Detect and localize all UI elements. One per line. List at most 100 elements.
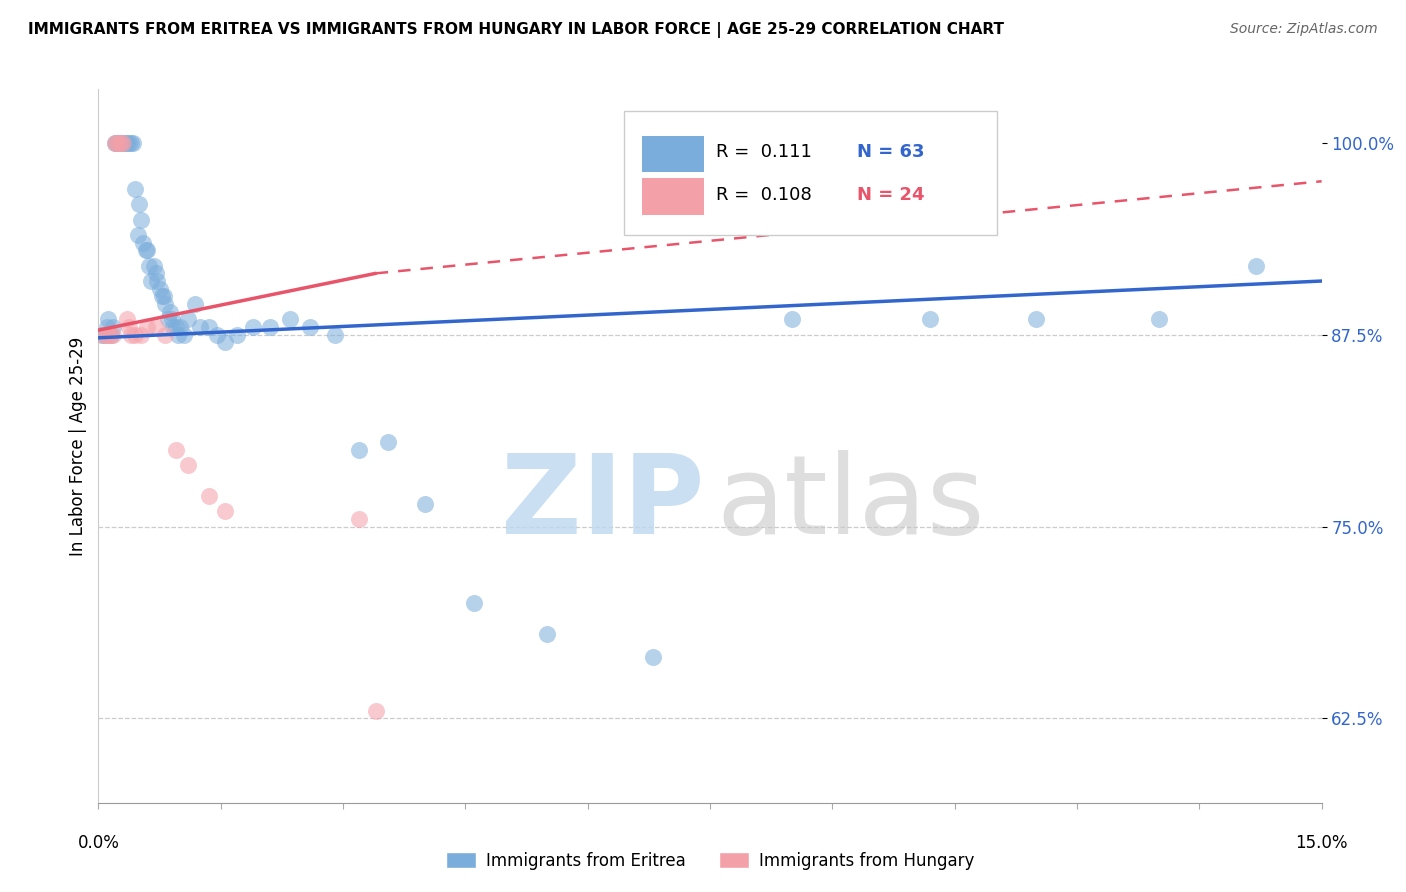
Text: R =  0.108: R = 0.108 [716, 186, 811, 203]
Point [91, 327, 114, 342]
Point [377, 435, 399, 450]
Point [214, 504, 236, 518]
Point [150, 289, 173, 303]
Text: Source: ZipAtlas.com: Source: ZipAtlas.com [1230, 22, 1378, 37]
Point [141, 274, 163, 288]
Point [173, 327, 195, 342]
Text: 15.0%: 15.0% [1295, 834, 1348, 852]
Point [129, 327, 152, 342]
Point [780, 312, 803, 326]
Point [214, 335, 236, 350]
Point [111, 136, 134, 150]
Point [183, 297, 205, 311]
Point [146, 274, 169, 288]
FancyBboxPatch shape [624, 111, 997, 235]
Point [101, 320, 124, 334]
Point [115, 312, 138, 326]
Point [299, 320, 322, 334]
Point [118, 320, 141, 334]
Point [165, 320, 187, 334]
Point [136, 320, 159, 334]
Point [159, 304, 181, 318]
Point [167, 327, 190, 342]
Point [135, 244, 157, 258]
Point [641, 650, 664, 665]
Point [120, 327, 142, 342]
Point [323, 327, 346, 342]
Point [536, 627, 558, 641]
Point [127, 227, 149, 242]
Point [364, 704, 387, 718]
Point [124, 182, 146, 196]
Point [120, 136, 142, 150]
Point [1246, 259, 1268, 273]
Point [145, 320, 167, 334]
Point [142, 259, 165, 273]
Point [94, 327, 117, 342]
Point [96, 327, 118, 342]
Point [177, 458, 200, 473]
Point [105, 136, 128, 150]
Point [169, 320, 191, 334]
Point [197, 320, 219, 334]
Point [136, 244, 159, 258]
Point [108, 136, 131, 150]
Point [97, 312, 120, 326]
Legend: Immigrants from Eritrea, Immigrants from Hungary: Immigrants from Eritrea, Immigrants from… [439, 846, 981, 877]
Point [278, 312, 301, 326]
Point [110, 136, 132, 150]
Point [100, 327, 122, 342]
Point [96, 320, 118, 334]
Point [132, 235, 155, 250]
Point [138, 259, 160, 273]
Point [105, 136, 128, 150]
Point [118, 136, 141, 150]
Point [101, 327, 124, 342]
Point [242, 320, 264, 334]
Point [128, 197, 150, 211]
Point [205, 327, 228, 342]
Point [115, 136, 138, 150]
Point [413, 497, 436, 511]
Point [108, 136, 131, 150]
Point [124, 327, 146, 342]
Point [1147, 312, 1170, 326]
Point [155, 327, 177, 342]
Point [1025, 312, 1047, 326]
Y-axis label: In Labor Force | Age 25-29: In Labor Force | Age 25-29 [69, 336, 87, 556]
Point [349, 442, 371, 457]
Point [156, 312, 179, 326]
Text: N = 63: N = 63 [856, 143, 924, 161]
Point [145, 266, 167, 280]
Point [121, 136, 143, 150]
Point [155, 297, 177, 311]
FancyBboxPatch shape [641, 136, 704, 172]
Point [152, 289, 174, 303]
Point [197, 489, 219, 503]
Point [149, 282, 172, 296]
Text: IMMIGRANTS FROM ERITREA VS IMMIGRANTS FROM HUNGARY IN LABOR FORCE | AGE 25-29 CO: IMMIGRANTS FROM ERITREA VS IMMIGRANTS FR… [28, 22, 1004, 38]
Point [104, 136, 127, 150]
Point [920, 312, 942, 326]
Point [160, 312, 183, 326]
Point [91, 327, 114, 342]
Point [110, 136, 132, 150]
Point [104, 136, 127, 150]
Text: R =  0.111: R = 0.111 [716, 143, 813, 161]
Point [226, 327, 249, 342]
Point [100, 327, 122, 342]
Point [177, 312, 200, 326]
Point [188, 320, 212, 334]
Point [97, 327, 120, 342]
Point [129, 212, 152, 227]
Point [114, 136, 136, 150]
Text: ZIP: ZIP [501, 450, 704, 557]
Text: atlas: atlas [716, 450, 984, 557]
FancyBboxPatch shape [641, 178, 704, 215]
Text: N = 24: N = 24 [856, 186, 924, 203]
Point [111, 136, 134, 150]
Point [259, 320, 281, 334]
Point [162, 320, 184, 334]
Point [349, 512, 371, 526]
Point [165, 442, 187, 457]
